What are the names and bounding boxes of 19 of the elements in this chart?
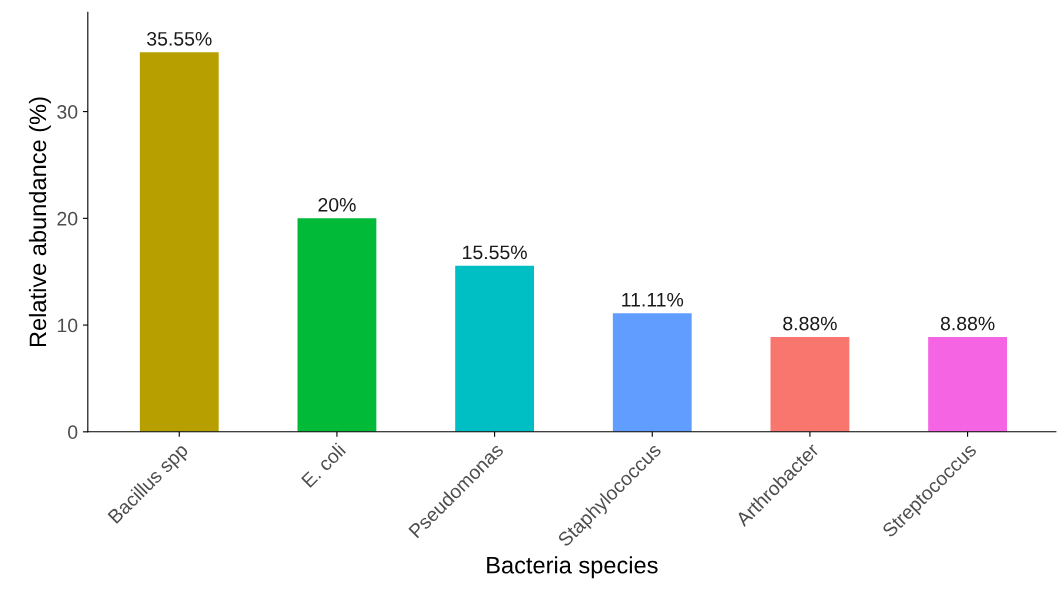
x-axis-title: Bacteria species [487, 556, 658, 579]
bar [928, 337, 1008, 432]
bar [612, 313, 692, 432]
bar [770, 337, 850, 432]
bar [297, 218, 377, 432]
x-tick-label: E. coli [300, 442, 347, 488]
data-label: 20% [318, 197, 356, 212]
data-label: 8.88% [940, 316, 995, 331]
y-axis-title: Relative abundance (%) [28, 97, 51, 347]
data-label: 35.55% [147, 31, 212, 46]
bar [139, 52, 219, 432]
y-tick-label: 30 [57, 105, 78, 119]
y-tick-label: 0 [68, 425, 78, 440]
data-label: 15.55% [463, 245, 527, 260]
data-label: 8.88% [783, 316, 837, 331]
bar [455, 265, 535, 432]
data-label: 11.11% [622, 292, 684, 307]
y-tick-label: 20 [57, 211, 78, 226]
y-tick-label: 10 [57, 318, 78, 333]
